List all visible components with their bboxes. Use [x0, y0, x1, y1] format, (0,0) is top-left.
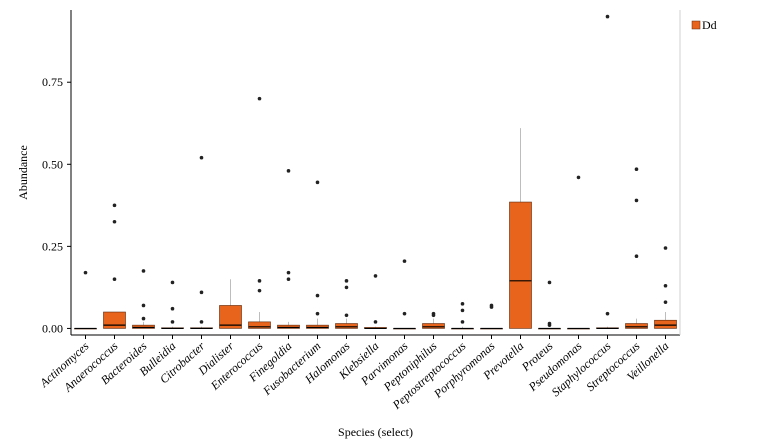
box-body	[248, 321, 271, 329]
box-klebsiella	[364, 274, 387, 330]
box-peptostreptococcus	[451, 302, 474, 330]
box-body	[132, 324, 155, 329]
box-body	[306, 324, 329, 329]
outlier-point	[315, 293, 320, 298]
outlier-point	[634, 254, 639, 259]
outlier-point	[344, 313, 349, 318]
outlier-point	[112, 277, 117, 281]
outlier-point	[286, 277, 291, 281]
outlier-point	[141, 316, 146, 321]
outlier-point	[344, 279, 349, 283]
box-prevotella	[509, 128, 532, 329]
box-bacteroides	[132, 269, 155, 329]
box-body	[654, 319, 677, 329]
outlier-point	[402, 311, 407, 316]
box-body	[509, 201, 532, 329]
box-pseudomonas	[567, 175, 590, 330]
outlier-point	[112, 203, 117, 208]
box-staphylococcus	[596, 14, 619, 330]
legend: Dd	[691, 18, 717, 32]
y-axis-label: Abundance	[16, 145, 30, 200]
box-bulleidia	[161, 280, 184, 330]
outlier-point	[431, 311, 436, 316]
box-peptoniphilus	[422, 311, 445, 329]
outlier-point	[460, 308, 465, 313]
outlier-point	[315, 180, 320, 185]
box-enterococcus	[248, 96, 271, 329]
box-parvimonas	[393, 259, 416, 330]
outlier-point	[663, 246, 668, 250]
y-tick-label: 0.00	[42, 321, 63, 335]
outlier-point	[199, 155, 204, 160]
outlier-point	[605, 311, 610, 316]
outlier-point	[170, 280, 175, 285]
outlier-point	[112, 219, 117, 224]
outlier-point	[634, 167, 639, 172]
box-citrobacter	[190, 155, 213, 330]
outlier-point	[257, 288, 262, 293]
outlier-point	[460, 302, 465, 306]
outlier-point	[547, 280, 552, 285]
outlier-point	[547, 321, 552, 326]
plot-area	[70, 10, 681, 336]
outlier-point	[286, 169, 291, 173]
outlier-point	[344, 285, 349, 290]
legend-swatch	[691, 20, 701, 30]
box-veillonella	[654, 246, 677, 329]
box-body	[219, 305, 242, 329]
outlier-point	[663, 300, 668, 304]
outlier-point	[257, 96, 262, 101]
outlier-point	[257, 279, 262, 283]
box-fusobacterium	[306, 180, 329, 329]
boxes	[74, 14, 677, 330]
x-axis: ActinomycesAnaerococcusBacteroidesBullei…	[36, 335, 672, 412]
outlier-point	[489, 303, 494, 308]
box-dialister	[219, 279, 242, 329]
outlier-point	[83, 270, 88, 275]
y-axis: 0.00 0.25 0.50 0.75	[42, 75, 71, 335]
outlier-point	[373, 320, 378, 324]
outlier-point	[460, 320, 465, 324]
box-porphyromonas	[480, 303, 503, 330]
outlier-point	[402, 259, 407, 263]
outlier-point	[141, 303, 146, 308]
outlier-point	[199, 290, 204, 295]
box-body	[277, 324, 300, 329]
outlier-point	[634, 198, 639, 203]
outlier-point	[286, 270, 291, 275]
box-body	[422, 323, 445, 329]
box-halomonas	[335, 279, 358, 329]
box-anaerococcus	[103, 203, 126, 329]
outlier-point	[199, 320, 204, 324]
outlier-point	[170, 306, 175, 311]
box-actinomyces	[74, 270, 97, 330]
box-finegoldia	[277, 169, 300, 329]
outlier-point	[170, 320, 175, 324]
y-tick-label: 0.50	[42, 157, 63, 171]
outlier-point	[373, 274, 378, 278]
box-body	[103, 311, 126, 329]
outlier-point	[605, 14, 610, 19]
box-body	[625, 323, 648, 329]
box-streptococcus	[625, 167, 648, 329]
y-tick-label: 0.25	[42, 239, 63, 253]
outlier-point	[576, 175, 581, 180]
outlier-point	[141, 269, 146, 273]
outlier-point	[663, 283, 668, 288]
x-axis-label: Species (select)	[338, 425, 413, 439]
box-proteus	[538, 280, 561, 330]
y-tick-label: 0.75	[42, 75, 63, 89]
outlier-point	[315, 311, 320, 316]
box-body	[335, 323, 358, 329]
legend-label: Dd	[702, 18, 717, 32]
